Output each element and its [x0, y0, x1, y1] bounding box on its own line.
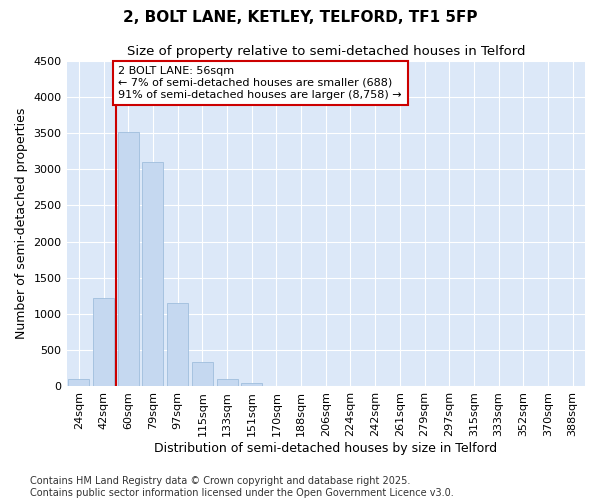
Bar [142, 162, 163, 386]
Text: 2, BOLT LANE, KETLEY, TELFORD, TF1 5FP: 2, BOLT LANE, KETLEY, TELFORD, TF1 5FP [123, 10, 477, 25]
Y-axis label: Number of semi-detached properties: Number of semi-detached properties [15, 108, 28, 339]
Bar [118, 132, 139, 386]
Bar [192, 362, 213, 386]
Bar [68, 379, 89, 386]
Text: 2 BOLT LANE: 56sqm
← 7% of semi-detached houses are smaller (688)
91% of semi-de: 2 BOLT LANE: 56sqm ← 7% of semi-detached… [118, 66, 402, 100]
Bar [217, 379, 238, 386]
Text: Contains HM Land Registry data © Crown copyright and database right 2025.
Contai: Contains HM Land Registry data © Crown c… [30, 476, 454, 498]
Bar [241, 383, 262, 386]
Bar [93, 298, 114, 386]
Bar [167, 303, 188, 386]
Title: Size of property relative to semi-detached houses in Telford: Size of property relative to semi-detach… [127, 45, 525, 58]
X-axis label: Distribution of semi-detached houses by size in Telford: Distribution of semi-detached houses by … [154, 442, 497, 455]
